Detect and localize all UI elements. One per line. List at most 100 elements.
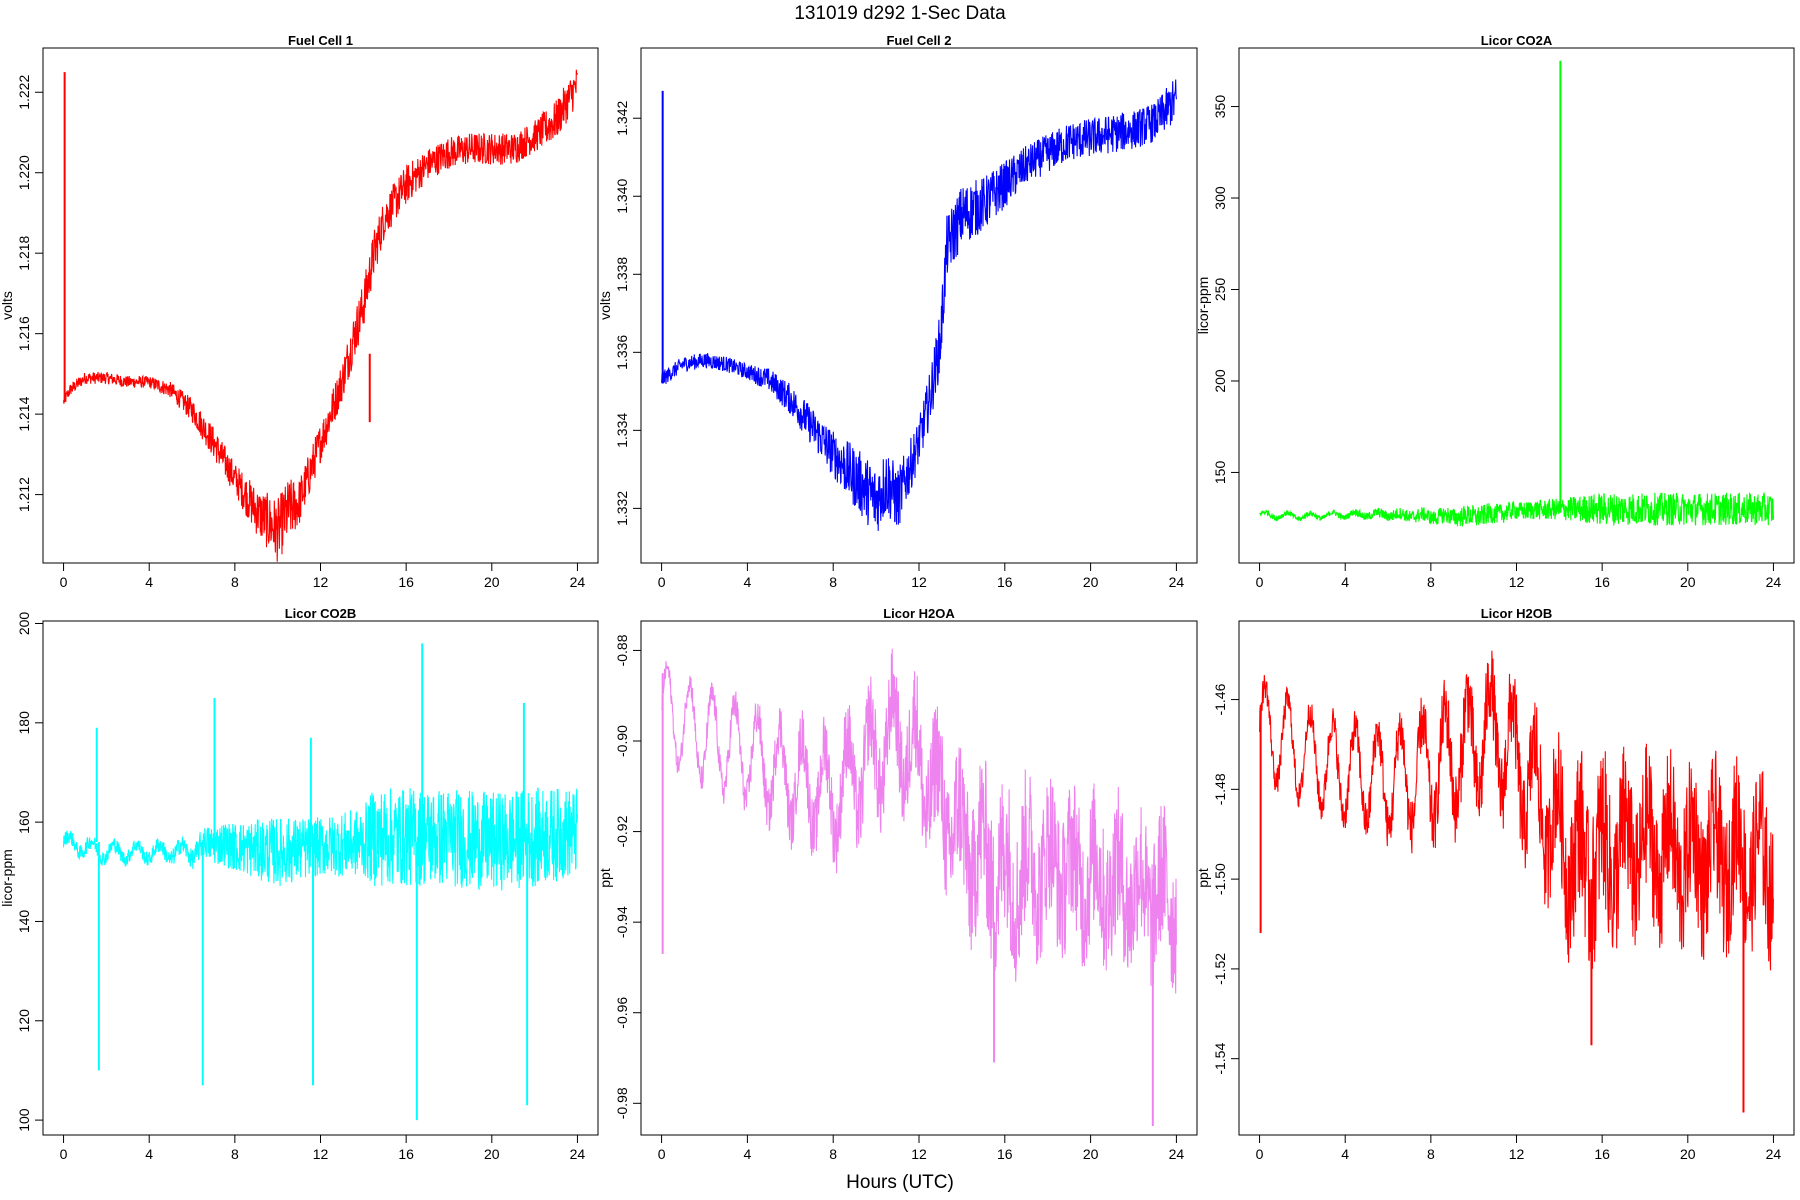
x-tick-label: 4 xyxy=(1341,1146,1349,1162)
x-tick-label: 0 xyxy=(60,1146,68,1162)
x-tick-label: 4 xyxy=(1341,574,1349,590)
y-tick-label: 200 xyxy=(1212,369,1228,393)
y-tick-label: 350 xyxy=(1212,95,1228,119)
panel-title: Licor CO2A xyxy=(1481,33,1553,48)
x-tick-label: 20 xyxy=(1680,1146,1696,1162)
panel-6: Licor H2OB 0 4 8 12 16 20 24 -1.54 -1.52 -1.50 -1.4… xyxy=(1195,606,1795,1162)
x-tick-label: 8 xyxy=(231,1146,239,1162)
y-tick-label: 1.218 xyxy=(16,235,32,270)
y-tick-label: 1.220 xyxy=(16,155,32,190)
x-tick-label: 4 xyxy=(145,574,153,590)
x-tick-label: 20 xyxy=(1083,1146,1099,1162)
y-tick-label: -1.52 xyxy=(1212,953,1228,985)
panel-1: Fuel Cell 1 0 4 8 12 16 20 24 1.212 1.214 1.216 1.2… xyxy=(0,33,599,590)
y-tick-label: 1.212 xyxy=(16,477,32,512)
x-tick-label: 16 xyxy=(997,1146,1013,1162)
y-tick-label: -1.54 xyxy=(1212,1043,1228,1075)
x-tick-label: 4 xyxy=(743,574,751,590)
x-tick-label: 12 xyxy=(1509,574,1525,590)
figure-xlabel: Hours (UTC) xyxy=(846,1172,954,1193)
panel-title: Licor H2OB xyxy=(1481,606,1553,621)
y-tick-label: -0.90 xyxy=(614,725,630,757)
panel-title: Fuel Cell 2 xyxy=(886,33,951,48)
series-line xyxy=(661,648,1177,994)
x-tick-label: 12 xyxy=(313,1146,329,1162)
y-tick-label: -0.94 xyxy=(614,906,630,938)
y-tick-label: 120 xyxy=(16,1009,32,1033)
y-tick-label: 300 xyxy=(1212,186,1228,210)
series-line xyxy=(63,69,578,562)
x-tick-label: 20 xyxy=(1680,574,1696,590)
x-tick-label: 0 xyxy=(1256,574,1264,590)
y-axis-label: volts xyxy=(597,291,613,320)
figure-title: 131019 d292 1-Sec Data xyxy=(794,3,1006,24)
y-tick-label: 180 xyxy=(16,711,32,735)
panels: Fuel Cell 1 0 4 8 12 16 20 24 1.212 1.214 1.216 1.2… xyxy=(0,33,1795,1162)
y-axis-label: volts xyxy=(0,291,15,320)
y-tick-label: -0.96 xyxy=(614,997,630,1029)
x-tick-label: 16 xyxy=(398,574,414,590)
x-tick-label: 8 xyxy=(829,574,837,590)
x-tick-label: 16 xyxy=(398,1146,414,1162)
series-line xyxy=(1259,492,1774,528)
panel-5: Licor H2OA 0 4 8 12 16 20 24 -0.98 -0.96 -0.94 -0.9… xyxy=(597,606,1198,1162)
x-tick-label: 8 xyxy=(1427,1146,1435,1162)
y-tick-label: 250 xyxy=(1212,278,1228,302)
y-tick-label: 1.336 xyxy=(614,335,630,370)
x-tick-label: 16 xyxy=(1594,574,1610,590)
x-tick-label: 12 xyxy=(911,574,927,590)
panel-2: Fuel Cell 2 0 4 8 12 16 20 24 1.332 1.334 1.336 1.3… xyxy=(597,33,1198,590)
y-tick-label: 100 xyxy=(16,1108,32,1132)
panel-title: Licor H2OA xyxy=(883,606,955,621)
x-tick-label: 0 xyxy=(658,574,666,590)
x-tick-label: 12 xyxy=(1509,1146,1525,1162)
series-line xyxy=(1259,650,1774,971)
y-tick-label: 200 xyxy=(16,612,32,636)
y-tick-label: -1.50 xyxy=(1212,863,1228,895)
y-axis-label: licor-ppm xyxy=(1195,277,1211,335)
y-tick-label: 1.340 xyxy=(614,179,630,214)
panel-3: Licor CO2A 0 4 8 12 16 20 24 150 200 250 300 350 lico… xyxy=(1195,33,1795,590)
x-tick-label: 16 xyxy=(1594,1146,1610,1162)
x-tick-label: 20 xyxy=(1083,574,1099,590)
x-tick-label: 20 xyxy=(484,574,500,590)
series-line xyxy=(661,79,1177,531)
y-tick-label: -1.48 xyxy=(1212,773,1228,805)
y-tick-label: 1.338 xyxy=(614,257,630,292)
y-axis-label: ppt xyxy=(597,868,613,888)
y-tick-label: 1.222 xyxy=(16,75,32,110)
y-tick-label: 150 xyxy=(1212,461,1228,485)
y-axis-label: licor-ppm xyxy=(0,849,15,907)
x-tick-label: 8 xyxy=(829,1146,837,1162)
x-tick-label: 24 xyxy=(570,1146,586,1162)
x-tick-label: 20 xyxy=(484,1146,500,1162)
x-tick-label: 8 xyxy=(231,574,239,590)
x-tick-label: 12 xyxy=(313,574,329,590)
y-tick-label: -0.88 xyxy=(614,634,630,666)
x-tick-label: 8 xyxy=(1427,574,1435,590)
x-tick-label: 24 xyxy=(1766,574,1782,590)
x-tick-label: 0 xyxy=(658,1146,666,1162)
x-tick-label: 4 xyxy=(743,1146,751,1162)
x-tick-label: 24 xyxy=(1169,574,1185,590)
panel-4: Licor CO2B 0 4 8 12 16 20 24 100 120 140 160 180 200 l… xyxy=(0,606,599,1162)
series-line xyxy=(63,787,578,891)
y-tick-label: -0.98 xyxy=(614,1087,630,1119)
x-tick-label: 0 xyxy=(1256,1146,1264,1162)
panel-title: Licor CO2B xyxy=(285,606,357,621)
x-tick-label: 16 xyxy=(997,574,1013,590)
y-tick-label: 160 xyxy=(16,810,32,834)
y-tick-label: 140 xyxy=(16,910,32,934)
x-tick-label: 24 xyxy=(1766,1146,1782,1162)
y-axis-label: ppt xyxy=(1195,868,1211,888)
x-tick-label: 4 xyxy=(145,1146,153,1162)
y-tick-label: 1.214 xyxy=(16,396,32,431)
x-tick-label: 12 xyxy=(911,1146,927,1162)
y-tick-label: 1.342 xyxy=(614,101,630,136)
panel-title: Fuel Cell 1 xyxy=(288,33,353,48)
y-tick-label: 1.332 xyxy=(614,491,630,526)
y-tick-label: 1.216 xyxy=(16,316,32,351)
x-tick-label: 0 xyxy=(60,574,68,590)
